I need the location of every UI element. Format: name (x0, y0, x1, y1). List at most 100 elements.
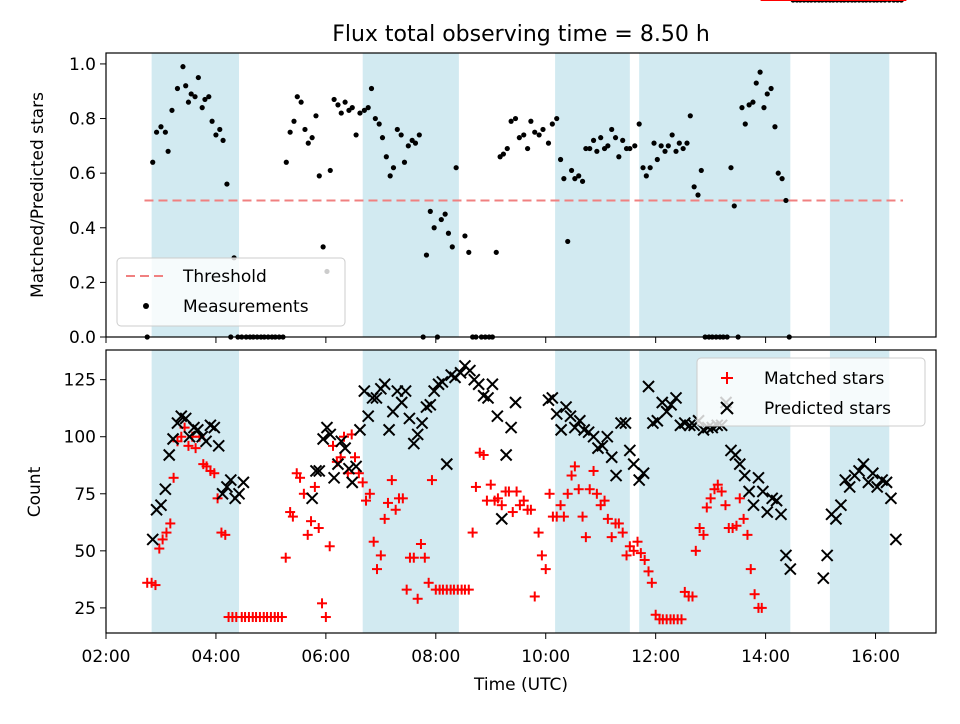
predicted-legend-label: Predicted stars (764, 399, 891, 419)
predicted-star-point (852, 464, 866, 478)
predicted-star-point (742, 485, 756, 498)
measurement-point (357, 110, 363, 116)
matched-star-point (555, 500, 566, 511)
predicted-star-point (327, 471, 341, 485)
predicted-star-point (632, 473, 646, 487)
matched-star-point (540, 564, 551, 575)
matched-star-point (302, 529, 313, 540)
measurement-point (298, 99, 304, 105)
predicted-star-point (642, 380, 655, 393)
matched-star-point (320, 612, 331, 623)
predicted-star-point (224, 473, 237, 487)
matched-star-point (154, 543, 165, 554)
measurement-point (647, 165, 653, 171)
predicted-star-point (550, 407, 563, 421)
predicted-star-point (305, 492, 319, 505)
predicted-star-point (829, 512, 843, 526)
matched-star-point (492, 493, 503, 504)
measurement-point (309, 135, 315, 141)
measurement-point (338, 110, 344, 116)
measurement-point (372, 115, 378, 122)
x-tick-label: 04:00 (191, 647, 240, 667)
predicted-star-point (884, 492, 898, 505)
matched-star-point (705, 493, 716, 504)
matched-star-point (276, 612, 287, 623)
measurement-point (594, 148, 600, 154)
predicted-star-point (237, 476, 250, 489)
matched-star-point (687, 591, 698, 602)
matched-stars-points (142, 0, 907, 625)
matched-star-point (606, 532, 617, 543)
matched-star-point (368, 536, 379, 547)
predicted-star-point (481, 391, 495, 405)
measurement-point (313, 113, 319, 119)
measurement-point (779, 176, 785, 182)
matched-star-point (698, 529, 709, 540)
predicted-star-point (382, 423, 396, 437)
top-legend-box (116, 257, 346, 327)
x-tick-label: 06:00 (301, 647, 350, 667)
predicted-star-point (609, 469, 623, 482)
y-tick-label: 0.2 (69, 273, 96, 293)
matched-star-point (731, 520, 742, 531)
measurement-point (291, 118, 297, 124)
measurement-point (669, 132, 675, 138)
measurement-point (206, 94, 212, 100)
x-tick-label: 14:00 (741, 647, 790, 667)
predicted-star-point (232, 487, 246, 500)
matched-star-point (150, 580, 161, 591)
matched-star-point (690, 545, 701, 556)
predicted-star-point (403, 412, 416, 425)
matched-star-point (591, 488, 602, 499)
y-tick-label: 0.6 (69, 164, 96, 184)
measurement-point (431, 225, 437, 231)
predicted-star-point (411, 428, 424, 441)
measurement-point (676, 140, 682, 146)
predicted-star-point (546, 391, 559, 405)
matched-star-point (643, 566, 654, 577)
matched-star-point (371, 564, 382, 575)
matched-star-point (756, 602, 767, 613)
matched-star-point (463, 584, 474, 595)
matched-star-point (360, 495, 371, 506)
predicted-star-point (738, 469, 751, 482)
matched-star-point (324, 541, 335, 552)
x-axis-label: Time (UTC) (473, 675, 568, 695)
matched-star-point (584, 484, 595, 495)
measurement-point (180, 64, 186, 70)
matched-star-point (720, 500, 731, 511)
y-tick-label: 100 (64, 428, 96, 448)
top-axes-frame (105, 52, 937, 338)
measurement-point (654, 156, 660, 163)
matched-star-point (386, 475, 397, 486)
matched-star-point (412, 593, 423, 604)
y-tick-label: 25 (74, 599, 96, 619)
measurement-point (757, 69, 763, 75)
predicted-star-point (159, 483, 172, 496)
predicted-star-point (834, 498, 848, 512)
x-tick-label: 08:00 (411, 647, 460, 667)
predicted-star-point (843, 480, 856, 494)
predicted-star-point (756, 485, 770, 498)
measurement-point (598, 135, 604, 141)
matched-star-point (419, 552, 430, 563)
measurement-point (217, 126, 223, 133)
measurement-point (305, 140, 311, 146)
matched-star-point (577, 511, 588, 522)
predicted-star-point (761, 505, 774, 519)
predicted-star-point (596, 439, 609, 453)
predicted-star-point (619, 416, 632, 430)
measurement-point (540, 126, 546, 133)
shaded-interval (555, 53, 630, 337)
matched-star-point (738, 513, 749, 524)
measurement-point (565, 238, 571, 245)
matched-star-point (161, 527, 172, 538)
predicted-star-point (486, 378, 499, 391)
measurement-point (445, 230, 452, 236)
measurement-point (695, 192, 701, 198)
measurement-point (616, 154, 622, 160)
matched-star-point (635, 548, 646, 559)
predicted-star-point (316, 432, 330, 446)
matched-star-point (511, 486, 522, 497)
matched-star-point (518, 495, 529, 506)
